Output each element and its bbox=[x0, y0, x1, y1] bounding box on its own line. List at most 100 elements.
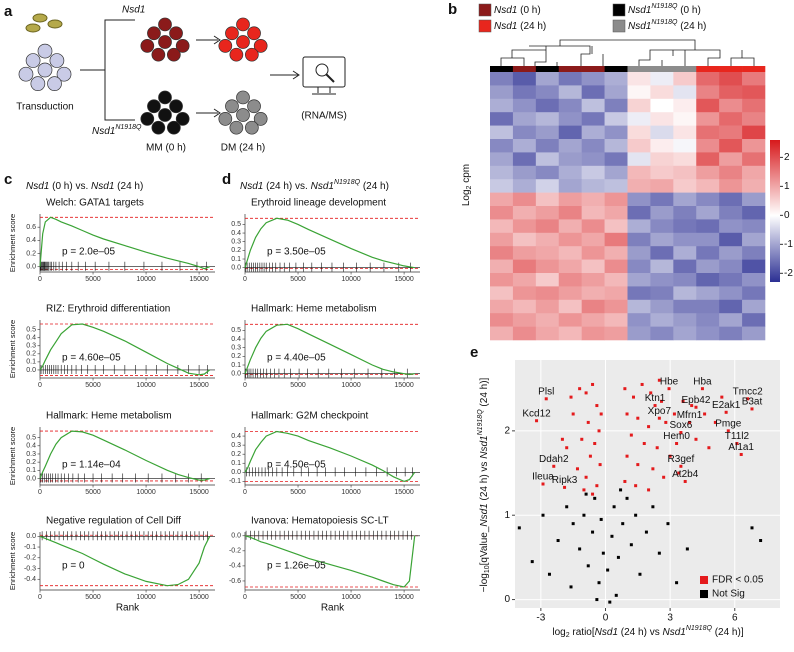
heatmap-cell bbox=[673, 259, 697, 274]
heatmap-cell bbox=[719, 179, 743, 193]
heatmap-cell bbox=[719, 152, 743, 167]
heatmap-cell bbox=[490, 246, 514, 260]
label-part: (24 h)] bbox=[712, 627, 744, 638]
point-label: B3at bbox=[742, 397, 763, 408]
heatmap-cell bbox=[673, 313, 697, 327]
point bbox=[582, 513, 586, 517]
point bbox=[651, 467, 655, 471]
y-tick-label: -0.3 bbox=[24, 565, 36, 572]
y-tick-label: -0.2 bbox=[24, 555, 36, 562]
colorbar-tick-label: 0 bbox=[784, 210, 790, 221]
axis-title: Log2 cpm bbox=[461, 164, 474, 206]
diagram-label: Nsd1N1918Q bbox=[92, 124, 142, 136]
y-tick-label: 0.1 bbox=[231, 460, 241, 467]
point-label: Hem0 bbox=[663, 431, 690, 442]
heatmap-cell bbox=[512, 326, 537, 341]
label-part: ratio[ bbox=[570, 627, 595, 638]
heatmap-cell bbox=[581, 98, 605, 113]
cell bbox=[47, 76, 62, 92]
legend-label: Nsd1 (0 h) bbox=[494, 5, 541, 16]
y-tick-label: 0.6 bbox=[26, 224, 36, 231]
heatmap-cell bbox=[627, 206, 651, 220]
point bbox=[595, 598, 599, 602]
heatmap-cell bbox=[627, 232, 651, 247]
point bbox=[578, 387, 582, 391]
heatmap-cell bbox=[627, 179, 651, 193]
cell bbox=[166, 120, 181, 135]
heatmap-cell bbox=[696, 219, 720, 234]
legend-label: FDR < 0.05 bbox=[712, 575, 764, 586]
label-part: Nsd1 bbox=[479, 503, 490, 526]
heatmap-cell bbox=[535, 192, 560, 207]
heatmap-cell bbox=[490, 273, 514, 287]
cell bbox=[158, 17, 172, 32]
heatmap-cell bbox=[673, 165, 697, 180]
heatmap-cell bbox=[696, 259, 720, 274]
point bbox=[750, 526, 754, 530]
heatmap-cell bbox=[535, 206, 560, 220]
heatmap-cell bbox=[581, 165, 605, 180]
heatmap-cell bbox=[558, 326, 582, 341]
y-tick-label: 0.2 bbox=[231, 353, 241, 360]
point bbox=[651, 505, 655, 509]
heatmap-cell bbox=[512, 179, 537, 193]
heatmap-cell bbox=[719, 125, 743, 140]
heatmap-cell bbox=[719, 72, 743, 86]
point bbox=[664, 420, 668, 424]
plot-title: Welch: GATA1 targets bbox=[46, 198, 144, 209]
heatmap-cell bbox=[627, 286, 651, 301]
heatmap-cell bbox=[696, 125, 720, 140]
x-tick-label: 10000 bbox=[136, 382, 156, 389]
heatmap-cell bbox=[719, 299, 743, 314]
point-label: Hba bbox=[693, 376, 712, 387]
heatmap-cell bbox=[490, 192, 514, 207]
heatmap-cell bbox=[604, 139, 628, 153]
heatmap-cell bbox=[558, 246, 582, 260]
point bbox=[597, 581, 601, 585]
point bbox=[640, 382, 644, 386]
heatmap-cell bbox=[490, 152, 514, 167]
point bbox=[591, 492, 595, 496]
heatmap-cell bbox=[650, 219, 674, 234]
cell bbox=[244, 120, 259, 135]
plot-background bbox=[515, 360, 780, 608]
heatmap-cell bbox=[512, 259, 537, 274]
x-tick-label: 15000 bbox=[394, 382, 414, 389]
diagram-label: Transduction bbox=[16, 102, 73, 113]
heatmap-cell bbox=[558, 299, 582, 314]
colorbar-tick-label: 1 bbox=[784, 181, 790, 192]
cell bbox=[37, 62, 53, 78]
heatmap-cell bbox=[742, 206, 766, 220]
heatmap-cell bbox=[719, 112, 743, 126]
heatmap-cell bbox=[558, 139, 582, 153]
y-tick-label: 0.5 bbox=[26, 327, 36, 334]
heatmap-cell bbox=[673, 112, 697, 126]
column-annotation bbox=[535, 66, 560, 72]
y-tick-label: 0.5 bbox=[26, 434, 36, 441]
point bbox=[571, 412, 575, 416]
plot-title: Erythroid lineage development bbox=[251, 198, 386, 209]
legend-swatch bbox=[700, 576, 708, 584]
heatmap-cell bbox=[696, 192, 720, 207]
diagram-label: Nsd1 bbox=[122, 5, 145, 16]
x-tick-label: 15000 bbox=[189, 382, 209, 389]
cell bbox=[56, 66, 72, 82]
heatmap-cell bbox=[581, 112, 605, 126]
label-part: Nsd1 bbox=[91, 181, 114, 192]
p-value: p = 4.60e–05 bbox=[62, 353, 121, 364]
y-tick-label: 0.3 bbox=[26, 343, 36, 350]
panel-label: e bbox=[470, 344, 478, 361]
labeled-point bbox=[735, 442, 739, 446]
point bbox=[565, 505, 569, 509]
legend-swatch bbox=[612, 19, 626, 33]
x-tick-label: 10000 bbox=[341, 276, 361, 283]
label-part: Nsd1 bbox=[26, 181, 49, 192]
y-axis-title: Enrichment score bbox=[8, 532, 17, 590]
y-tick-label: 0.4 bbox=[231, 433, 241, 440]
heatmap-cell bbox=[742, 219, 766, 234]
y-tick-label: 0.3 bbox=[231, 239, 241, 246]
y-tick-label: -0.4 bbox=[229, 563, 241, 570]
diagram-label: (RNA/MS) bbox=[301, 111, 347, 122]
point bbox=[619, 488, 623, 492]
heatmap-cell bbox=[558, 125, 582, 140]
